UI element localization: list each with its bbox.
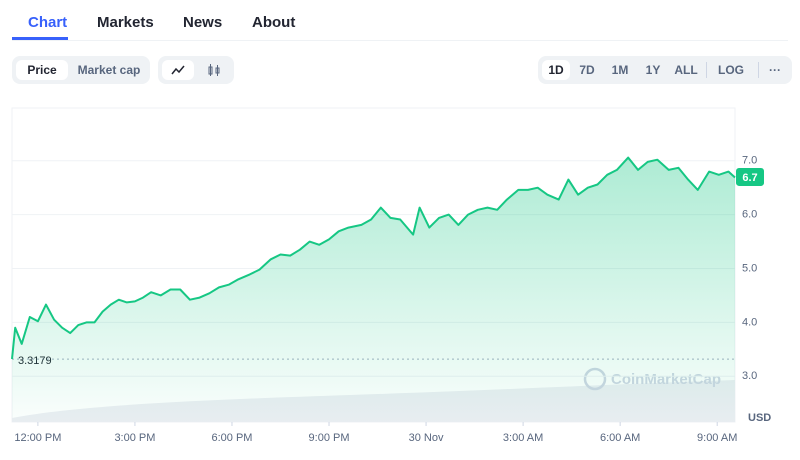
watermark-text: CoinMarketCap [611,371,721,388]
x-tick-label: 6:00 PM [211,432,252,444]
x-tick-label: 30 Nov [409,432,444,444]
plot-frame [11,107,736,423]
y-tick-label: 7.0 [742,155,757,167]
watermark: CoinMarketCap [583,367,721,391]
toggle-button[interactable]: Market cap [77,63,141,77]
reference-label: 3.3179 [18,355,52,367]
y-tick-label: 4.0 [742,316,757,328]
y-tick-label: 6.0 [742,209,757,221]
line-chart-button[interactable] [162,60,194,80]
tab[interactable]: News [183,14,223,31]
candle-icon [208,64,220,76]
price-line [11,156,736,360]
y-tick-label: 5.0 [742,262,757,274]
tab[interactable]: Chart [28,14,68,31]
current-price-badge [736,167,764,186]
toggle-button[interactable]: Price [16,60,68,80]
x-tick-label: 3:00 PM [114,432,155,444]
chart-style-toggle [158,56,234,84]
current-price-label: 6.7 [742,172,757,184]
tab[interactable]: About [252,14,296,31]
divider [706,62,707,78]
x-tick-label: 9:00 PM [309,432,350,444]
log-button[interactable]: LOG [718,63,744,77]
y-tick-label: 3.0 [742,370,757,382]
range-button[interactable]: 1Y [645,63,661,77]
y-unit: USD [748,412,771,424]
range-button[interactable]: 7D [579,63,595,77]
x-tick-label: 6:00 AM [600,432,640,444]
range-selector: 1D 7D 1M 1Y ALL LOG ··· [538,56,792,84]
range-button[interactable]: 1M [611,63,629,77]
x-tick-label: 3:00 AM [503,432,543,444]
range-button[interactable]: ALL [674,63,698,77]
divider [758,62,759,78]
line-icon [171,65,185,75]
x-tick-label: 9:00 AM [697,432,737,444]
metric-toggle: Price Market cap [12,56,150,84]
tab-bar: Chart Markets News About [12,0,788,41]
candle-chart-button[interactable] [198,60,230,80]
volume-area [12,380,735,422]
x-tick-label: 12:00 PM [14,432,61,444]
tab[interactable]: Markets [97,14,154,31]
price-area [12,157,735,422]
more-button[interactable]: ··· [769,63,781,77]
range-button[interactable]: 1D [542,60,570,80]
active-tab-indicator [12,37,68,40]
